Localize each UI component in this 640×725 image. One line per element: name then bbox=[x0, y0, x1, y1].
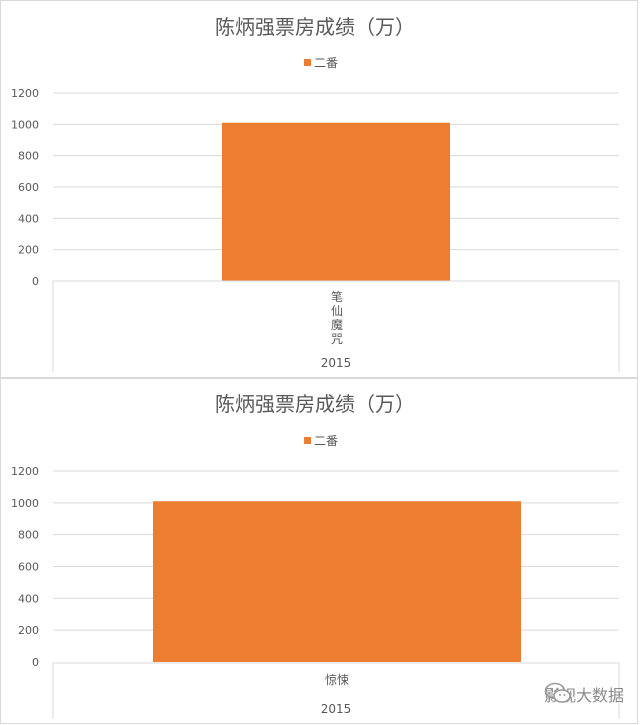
y-tick-label: 200 bbox=[18, 244, 39, 257]
category-label-char: 魔 bbox=[331, 317, 343, 332]
chart-title: 陈炳强票房成绩（万） bbox=[215, 15, 415, 39]
bars bbox=[222, 122, 450, 282]
category-label: 笔仙魔咒 bbox=[331, 289, 343, 346]
bars bbox=[153, 501, 521, 662]
bar bbox=[222, 122, 450, 282]
y-axis-ticks: 0 200 400 600 800 1000 1200 bbox=[11, 465, 39, 669]
chart-panel-2: 陈炳强票房成绩（万） 二番 0 200 400 600 800 1000 1200 惊悚 2… bbox=[0, 378, 638, 724]
y-tick-label: 1200 bbox=[11, 87, 39, 100]
y-axis-ticks: 0 200 400 600 800 1000 1200 bbox=[11, 87, 39, 288]
group-label: 2015 bbox=[321, 702, 352, 716]
legend-swatch bbox=[304, 437, 311, 444]
category-axis-frame bbox=[52, 662, 620, 719]
y-tick-label: 600 bbox=[18, 181, 39, 194]
y-tick-label: 800 bbox=[18, 529, 39, 542]
legend-swatch bbox=[304, 59, 311, 66]
group-label: 2015 bbox=[321, 356, 352, 370]
y-tick-label: 1000 bbox=[11, 118, 39, 131]
y-tick-label: 1200 bbox=[11, 465, 39, 478]
legend: 二番 bbox=[304, 56, 338, 70]
category-axis-frame bbox=[52, 280, 620, 372]
wechat-icon bbox=[544, 682, 571, 703]
y-tick-label: 600 bbox=[18, 561, 39, 574]
y-tick-label: 0 bbox=[32, 656, 39, 669]
chart-title: 陈炳强票房成绩（万） bbox=[215, 392, 415, 416]
legend-label: 二番 bbox=[314, 434, 338, 448]
category-label-char: 仙 bbox=[331, 304, 343, 318]
y-tick-label: 1000 bbox=[11, 497, 39, 510]
legend-label: 二番 bbox=[314, 56, 338, 70]
category-label-char: 咒 bbox=[331, 332, 343, 346]
y-tick-label: 400 bbox=[18, 212, 39, 225]
y-tick-label: 800 bbox=[18, 150, 39, 163]
bar bbox=[153, 501, 521, 662]
y-tick-label: 200 bbox=[18, 624, 39, 637]
watermark: 影视大数据 bbox=[544, 682, 624, 706]
chart-1: 陈炳强票房成绩（万） 二番 0 200 400 600 800 1000 1200 笔仙魔咒… bbox=[11, 15, 620, 372]
legend: 二番 bbox=[304, 434, 338, 448]
y-tick-label: 0 bbox=[32, 275, 39, 288]
y-tick-label: 400 bbox=[18, 592, 39, 605]
category-label: 惊悚 bbox=[325, 672, 349, 687]
chart-2: 陈炳强票房成绩（万） 二番 0 200 400 600 800 1000 1200 惊悚 2… bbox=[11, 392, 620, 719]
chart-panel-1: 陈炳强票房成绩（万） 二番 0 200 400 600 800 1000 1200 笔仙魔咒… bbox=[0, 0, 638, 378]
category-label-char: 笔 bbox=[331, 289, 343, 304]
